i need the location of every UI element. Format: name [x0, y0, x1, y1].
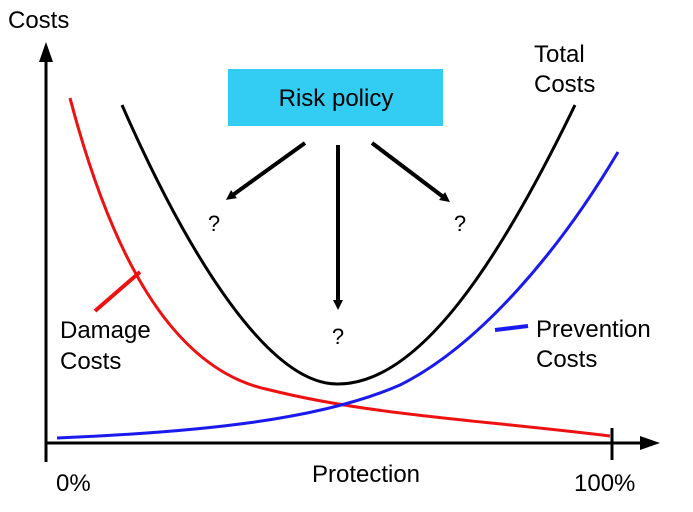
question-marks: ? ? ? — [208, 211, 466, 349]
x-axis-arrowhead — [640, 436, 660, 450]
prevention-costs-label-line2: Costs — [536, 346, 597, 373]
prevention-costs-label: Prevention Costs — [536, 316, 651, 373]
label-leaders — [93, 270, 529, 332]
axes — [39, 42, 660, 462]
x-axis-max-label: 100% — [574, 470, 635, 497]
prevention-leader-line — [494, 324, 529, 332]
damage-costs-label: Damage Costs — [60, 317, 151, 375]
curves — [56, 97, 620, 440]
arrow-right — [370, 141, 450, 203]
total-costs-label-line1: Total — [534, 41, 585, 68]
damage-costs-label-line1: Damage — [60, 317, 151, 344]
question-mark-left: ? — [208, 211, 220, 236]
arrow-left — [225, 141, 307, 200]
prevention-costs-curve — [56, 151, 620, 440]
policy-arrows — [225, 141, 450, 310]
damage-costs-curve — [68, 97, 611, 438]
prevention-costs-label-line1: Prevention — [536, 316, 651, 343]
x-axis-min-label: 0% — [56, 470, 91, 497]
total-costs-label: Total Costs — [534, 41, 595, 98]
total-costs-label-line2: Costs — [534, 71, 595, 98]
y-axis-label: Costs — [8, 7, 69, 34]
x-axis-label: Protection — [312, 461, 420, 488]
damage-leader-line — [93, 270, 142, 313]
risk-policy-box: Risk policy — [228, 69, 443, 126]
risk-policy-box-bg — [228, 69, 443, 126]
question-mark-right: ? — [454, 211, 466, 236]
question-mark-center: ? — [332, 324, 344, 349]
y-axis-arrowhead — [39, 42, 53, 62]
risk-policy-label: Risk policy — [279, 85, 394, 112]
damage-costs-label-line2: Costs — [60, 348, 121, 375]
total-costs-curve — [120, 104, 577, 386]
